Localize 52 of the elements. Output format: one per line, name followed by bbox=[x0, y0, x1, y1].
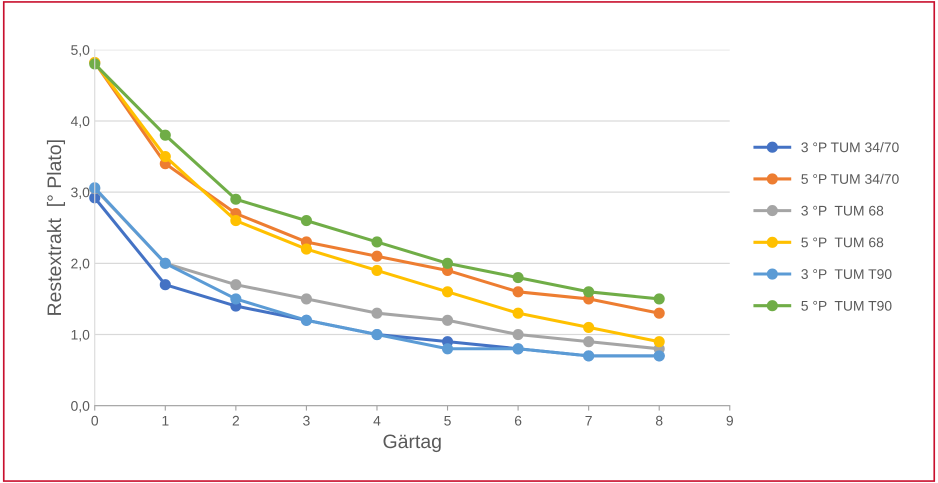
legend-label: 3 °P TUM 34/70 bbox=[801, 142, 899, 152]
point bbox=[300, 293, 312, 304]
x-tick-label: 1 bbox=[162, 416, 168, 426]
point bbox=[230, 293, 242, 304]
y-tick-label: 5,0 bbox=[71, 45, 90, 57]
point bbox=[654, 308, 665, 319]
legend-label: 3 °P TUM 68 bbox=[801, 206, 884, 216]
point bbox=[371, 236, 383, 248]
point bbox=[442, 343, 454, 354]
point bbox=[512, 286, 524, 298]
point bbox=[230, 194, 242, 205]
point bbox=[442, 314, 454, 326]
x-tick-label: 0 bbox=[91, 416, 98, 426]
point bbox=[371, 250, 383, 262]
x-tick-label: 8 bbox=[656, 416, 662, 426]
point bbox=[583, 322, 594, 333]
point bbox=[583, 286, 594, 298]
point bbox=[583, 336, 594, 348]
legend-label: 5 °P TUM 34/70 bbox=[801, 174, 899, 184]
legend-label: 5 °P TUM T90 bbox=[801, 300, 892, 311]
y-tick-label: 2,0 bbox=[71, 258, 90, 270]
point bbox=[512, 328, 524, 340]
point bbox=[160, 130, 171, 141]
x-tick-label: 6 bbox=[514, 416, 522, 426]
point bbox=[230, 215, 242, 226]
point bbox=[512, 272, 524, 284]
point bbox=[300, 215, 312, 226]
point bbox=[230, 279, 242, 290]
point bbox=[654, 293, 665, 304]
y-axis-title: Restextrakt [° Plato] bbox=[46, 140, 66, 315]
point bbox=[371, 308, 383, 319]
x-tick-label: 5 bbox=[444, 416, 451, 426]
x-axis-title: Gärtag bbox=[384, 434, 441, 452]
legend-label: 5 °P TUM 68 bbox=[801, 237, 884, 248]
x-tick-label: 7 bbox=[585, 416, 592, 426]
x-tick-label: 9 bbox=[726, 416, 733, 426]
point bbox=[442, 286, 454, 298]
legend-label: 3 °P TUM T90 bbox=[801, 269, 892, 280]
point bbox=[371, 264, 383, 276]
point bbox=[160, 150, 171, 162]
x-tick-label: 4 bbox=[373, 416, 380, 426]
y-tick-label: 0,0 bbox=[71, 401, 90, 413]
point bbox=[160, 279, 171, 290]
point bbox=[654, 336, 665, 348]
x-tick-label: 3 bbox=[303, 416, 310, 426]
y-tick-label: 1,0 bbox=[72, 330, 90, 342]
x-tick-label: 2 bbox=[232, 416, 240, 426]
y-tick-label: 3,0 bbox=[71, 187, 90, 199]
point bbox=[442, 258, 454, 269]
point bbox=[512, 308, 524, 319]
y-tick-label: 4,0 bbox=[70, 116, 90, 128]
point bbox=[300, 244, 312, 255]
